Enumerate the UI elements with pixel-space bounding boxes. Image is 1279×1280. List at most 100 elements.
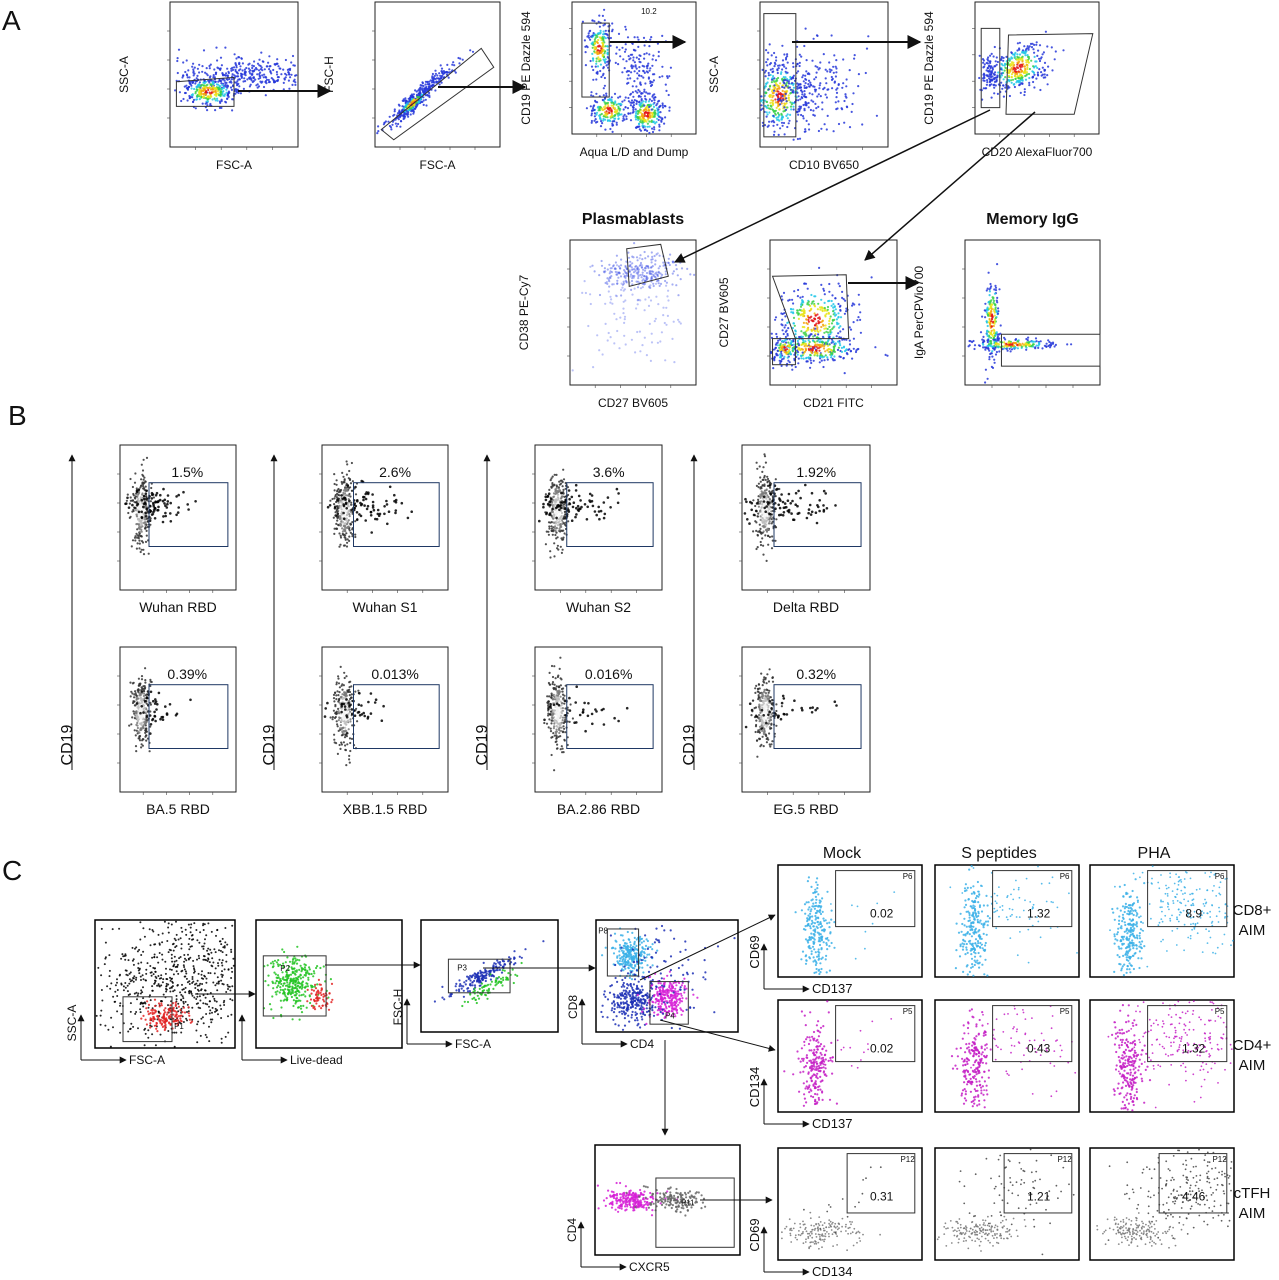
event-dot (842, 82, 845, 85)
event-dot (431, 75, 434, 78)
event-dot (796, 110, 799, 113)
event-dot (798, 108, 801, 111)
event-dot (834, 342, 837, 345)
event-dot (229, 80, 232, 83)
event-dot (127, 506, 131, 510)
event-dot (141, 482, 144, 485)
event-dot (644, 267, 647, 270)
event-dot (643, 44, 646, 47)
event-dot (434, 72, 437, 75)
event-dot (145, 507, 149, 511)
event-dot (602, 87, 605, 90)
event-dot (767, 88, 770, 91)
event-dot (233, 66, 236, 69)
event-dot (986, 377, 989, 380)
event-dot (203, 79, 206, 82)
event-dot (206, 100, 209, 103)
event-dot (239, 72, 243, 75)
event-dot (767, 107, 771, 110)
event-dot (415, 93, 419, 96)
event-dot (1040, 56, 1043, 59)
event-dot (206, 83, 209, 86)
event-dot (639, 254, 642, 257)
event-dot (145, 529, 148, 533)
event-dot (605, 92, 608, 95)
event-dot (782, 291, 786, 294)
event-dot (800, 303, 803, 306)
event-dot (1027, 48, 1030, 51)
event-dot (1024, 69, 1027, 73)
event-dot (1011, 57, 1014, 60)
event-dot (642, 117, 645, 120)
event-dot (851, 357, 854, 360)
event-dot (247, 63, 250, 66)
event-dot (817, 302, 820, 305)
event-dot (607, 98, 610, 101)
event-dot (689, 273, 692, 276)
event-dot (760, 95, 763, 98)
event-dot (852, 337, 856, 340)
event-dot (848, 339, 851, 342)
event-dot (799, 296, 802, 299)
event-dot (254, 78, 257, 81)
event-dot (851, 304, 854, 307)
event-dot (761, 107, 764, 110)
event-dot (591, 57, 595, 60)
event-dot (647, 77, 651, 80)
event-dot (135, 515, 138, 518)
event-dot (817, 129, 821, 133)
event-dot (424, 80, 427, 83)
event-dot (654, 259, 657, 262)
event-dot (166, 502, 169, 506)
event-dot (595, 92, 598, 95)
event-dot (812, 320, 815, 323)
event-dot (850, 110, 853, 113)
event-dot (800, 113, 803, 117)
event-dot (617, 63, 620, 66)
event-dot (597, 38, 600, 42)
event-dot (991, 78, 994, 81)
event-dot (633, 80, 636, 83)
event-dot (1007, 74, 1011, 78)
event-dot (786, 71, 789, 74)
event-dot (617, 117, 620, 120)
event-dot (422, 103, 425, 106)
event-dot (781, 59, 785, 62)
event-dot (264, 75, 267, 78)
event-dot (821, 306, 824, 310)
event-dot (804, 101, 807, 104)
event-dot (150, 491, 154, 495)
event-dot (632, 101, 635, 104)
event-dot (169, 520, 173, 523)
event-dot (986, 81, 989, 84)
event-dot (801, 96, 804, 100)
event-dot (655, 271, 658, 274)
panel-label: C (2, 855, 22, 886)
event-dot (251, 64, 254, 67)
event-dot (802, 117, 805, 120)
event-dot (593, 104, 596, 107)
event-dot (664, 83, 667, 86)
event-dot (813, 85, 816, 88)
event-dot (198, 63, 201, 66)
event-dot (603, 56, 606, 59)
event-dot (780, 295, 783, 298)
event-dot (638, 330, 642, 333)
event-dot (638, 54, 641, 57)
event-dot (589, 265, 592, 268)
event-dot (835, 59, 838, 62)
event-dot (760, 100, 763, 103)
event-dot (611, 28, 614, 31)
event-dot (813, 78, 816, 81)
event-dot (192, 68, 195, 71)
y-axis-label: IgA PerCPVio700 (912, 266, 926, 360)
event-dot (978, 54, 981, 57)
event-dot (654, 96, 657, 99)
event-dot (1040, 71, 1043, 74)
event-dot (458, 62, 461, 65)
event-dot (630, 266, 633, 269)
event-dot (765, 115, 768, 118)
event-dot (126, 493, 129, 496)
event-dot (823, 86, 826, 89)
event-dot (625, 115, 628, 118)
